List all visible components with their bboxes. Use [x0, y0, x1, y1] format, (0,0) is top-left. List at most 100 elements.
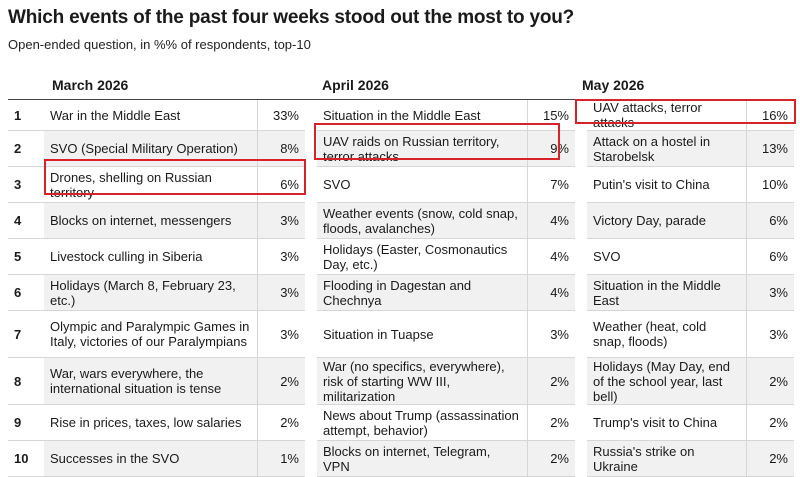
- table-row: 10 Successes in the SVO 1% Blocks on intern…: [8, 440, 794, 477]
- percent-value-april: 3%: [526, 310, 575, 358]
- event-label-march: Livestock culling in Siberia: [44, 238, 257, 275]
- percent-value-april: 9%: [526, 130, 575, 167]
- percent-value-april: 7%: [526, 166, 575, 203]
- percent-value-april: 15%: [526, 99, 575, 131]
- column-gap: [575, 310, 587, 358]
- event-label-march: Successes in the SVO: [44, 440, 257, 477]
- percent-value-april: 2%: [526, 357, 575, 405]
- table-row: 5 Livestock culling in Siberia 3% Holidays …: [8, 238, 794, 275]
- table-row: 9 Rise in prices, taxes, low salaries 2% Ne…: [8, 404, 794, 441]
- event-label-may: Holidays (May Day, end of the school yea…: [587, 357, 746, 405]
- table-row: 7 Olympic and Paralympic Games in Italy, …: [8, 310, 794, 358]
- column-gap: [575, 404, 587, 441]
- column-gap: [305, 130, 317, 167]
- event-label-may: Russia's strike on Ukraine: [587, 440, 746, 477]
- rank-label: 7: [8, 310, 44, 358]
- event-label-may: Victory Day, parade: [587, 202, 746, 239]
- rank-label: 5: [8, 238, 44, 275]
- table-row: 4 Blocks on internet, messengers 3% Weather…: [8, 202, 794, 239]
- percent-value-may: 13%: [745, 130, 794, 167]
- event-label-april: War (no specifics, everywhere), risk of …: [317, 357, 527, 405]
- event-label-may: Putin's visit to China: [587, 166, 746, 203]
- event-label-april: Weather events (snow, cold snap, floods,…: [317, 202, 527, 239]
- percent-value-march: 8%: [256, 130, 305, 167]
- column-gap: [305, 274, 317, 311]
- percent-value-march: 3%: [256, 238, 305, 275]
- percent-value-april: 4%: [526, 202, 575, 239]
- percent-value-may: 16%: [745, 99, 794, 131]
- percent-value-may: 3%: [745, 310, 794, 358]
- table-row: 8 War, wars everywhere, the international…: [8, 357, 794, 405]
- percent-value-may: 6%: [745, 202, 794, 239]
- event-label-march: Blocks on internet, messengers: [44, 202, 257, 239]
- event-label-march: War in the Middle East: [44, 99, 257, 131]
- column-gap: [575, 238, 587, 275]
- column-gap: [305, 404, 317, 441]
- table-row: 3 Drones, shelling on Russian territory 6%…: [8, 166, 794, 203]
- event-label-may: SVO: [587, 238, 746, 275]
- event-label-may: Trump's visit to China: [587, 404, 746, 441]
- percent-value-april: 4%: [526, 238, 575, 275]
- event-label-april: SVO: [317, 166, 527, 203]
- percent-value-march: 1%: [256, 440, 305, 477]
- column-gap: [305, 440, 317, 477]
- rank-label: 6: [8, 274, 44, 311]
- event-label-april: Blocks on internet, Telegram, VPN: [317, 440, 527, 477]
- rank-label: 9: [8, 404, 44, 441]
- column-gap: [305, 238, 317, 275]
- event-label-march: Holidays (March 8, February 23, etc.): [44, 274, 257, 311]
- column-gap: [575, 99, 587, 131]
- column-gap: [575, 166, 587, 203]
- chart-title: Which events of the past four weeks stoo…: [8, 7, 575, 28]
- percent-value-march: 6%: [256, 166, 305, 203]
- percent-value-march: 2%: [256, 404, 305, 441]
- percent-value-march: 3%: [256, 310, 305, 358]
- percent-value-march: 33%: [256, 99, 305, 131]
- percent-value-march: 3%: [256, 202, 305, 239]
- event-label-march: Rise in prices, taxes, low salaries: [44, 404, 257, 441]
- rank-label: 10: [8, 440, 44, 477]
- percent-value-march: 2%: [256, 357, 305, 405]
- chart-subtitle: Open-ended question, in %% of respondent…: [8, 37, 311, 52]
- rank-label: 8: [8, 357, 44, 405]
- rank-label: 3: [8, 166, 44, 203]
- column-gap: [575, 130, 587, 167]
- event-label-march: War, wars everywhere, the international …: [44, 357, 257, 405]
- table-row: 1 War in the Middle East 33% Situation in t…: [8, 99, 794, 131]
- column-gap: [575, 357, 587, 405]
- percent-value-april: 4%: [526, 274, 575, 311]
- event-label-may: UAV attacks, terror attacks: [587, 99, 746, 131]
- percent-value-march: 3%: [256, 274, 305, 311]
- event-label-april: Situation in Tuapse: [317, 310, 527, 358]
- column-gap: [305, 166, 317, 203]
- percent-value-april: 2%: [526, 440, 575, 477]
- month-header-march: March 2026: [52, 77, 129, 93]
- event-label-march: Olympic and Paralympic Games in Italy, v…: [44, 310, 257, 358]
- event-label-april: News about Trump (assassination attempt,…: [317, 404, 527, 441]
- event-label-march: Drones, shelling on Russian territory: [44, 166, 257, 203]
- percent-value-april: 2%: [526, 404, 575, 441]
- event-label-april: Holidays (Easter, Cosmonautics Day, etc.…: [317, 238, 527, 275]
- percent-value-may: 10%: [745, 166, 794, 203]
- month-header-april: April 2026: [322, 77, 389, 93]
- percent-value-may: 6%: [745, 238, 794, 275]
- event-label-may: Attack on a hostel in Starobelsk: [587, 130, 746, 167]
- rank-label: 2: [8, 130, 44, 167]
- column-gap: [305, 310, 317, 358]
- percent-value-may: 2%: [745, 404, 794, 441]
- table-row: 6 Holidays (March 8, February 23, etc.) 3%…: [8, 274, 794, 311]
- month-header-may: May 2026: [582, 77, 645, 93]
- table-row: 2 SVO (Special Military Operation) 8% UAV r…: [8, 130, 794, 167]
- event-label-may: Situation in the Middle East: [587, 274, 746, 311]
- event-label-april: Flooding in Dagestan and Chechnya: [317, 274, 527, 311]
- column-gap: [305, 202, 317, 239]
- event-label-march: SVO (Special Military Operation): [44, 130, 257, 167]
- rank-label: 1: [8, 99, 44, 131]
- column-gap: [305, 99, 317, 131]
- percent-value-may: 2%: [745, 440, 794, 477]
- rank-label: 4: [8, 202, 44, 239]
- percent-value-may: 2%: [745, 357, 794, 405]
- event-label-april: UAV raids on Russian territory, terror a…: [317, 130, 527, 167]
- event-label-may: Weather (heat, cold snap, floods): [587, 310, 746, 358]
- column-gap: [305, 357, 317, 405]
